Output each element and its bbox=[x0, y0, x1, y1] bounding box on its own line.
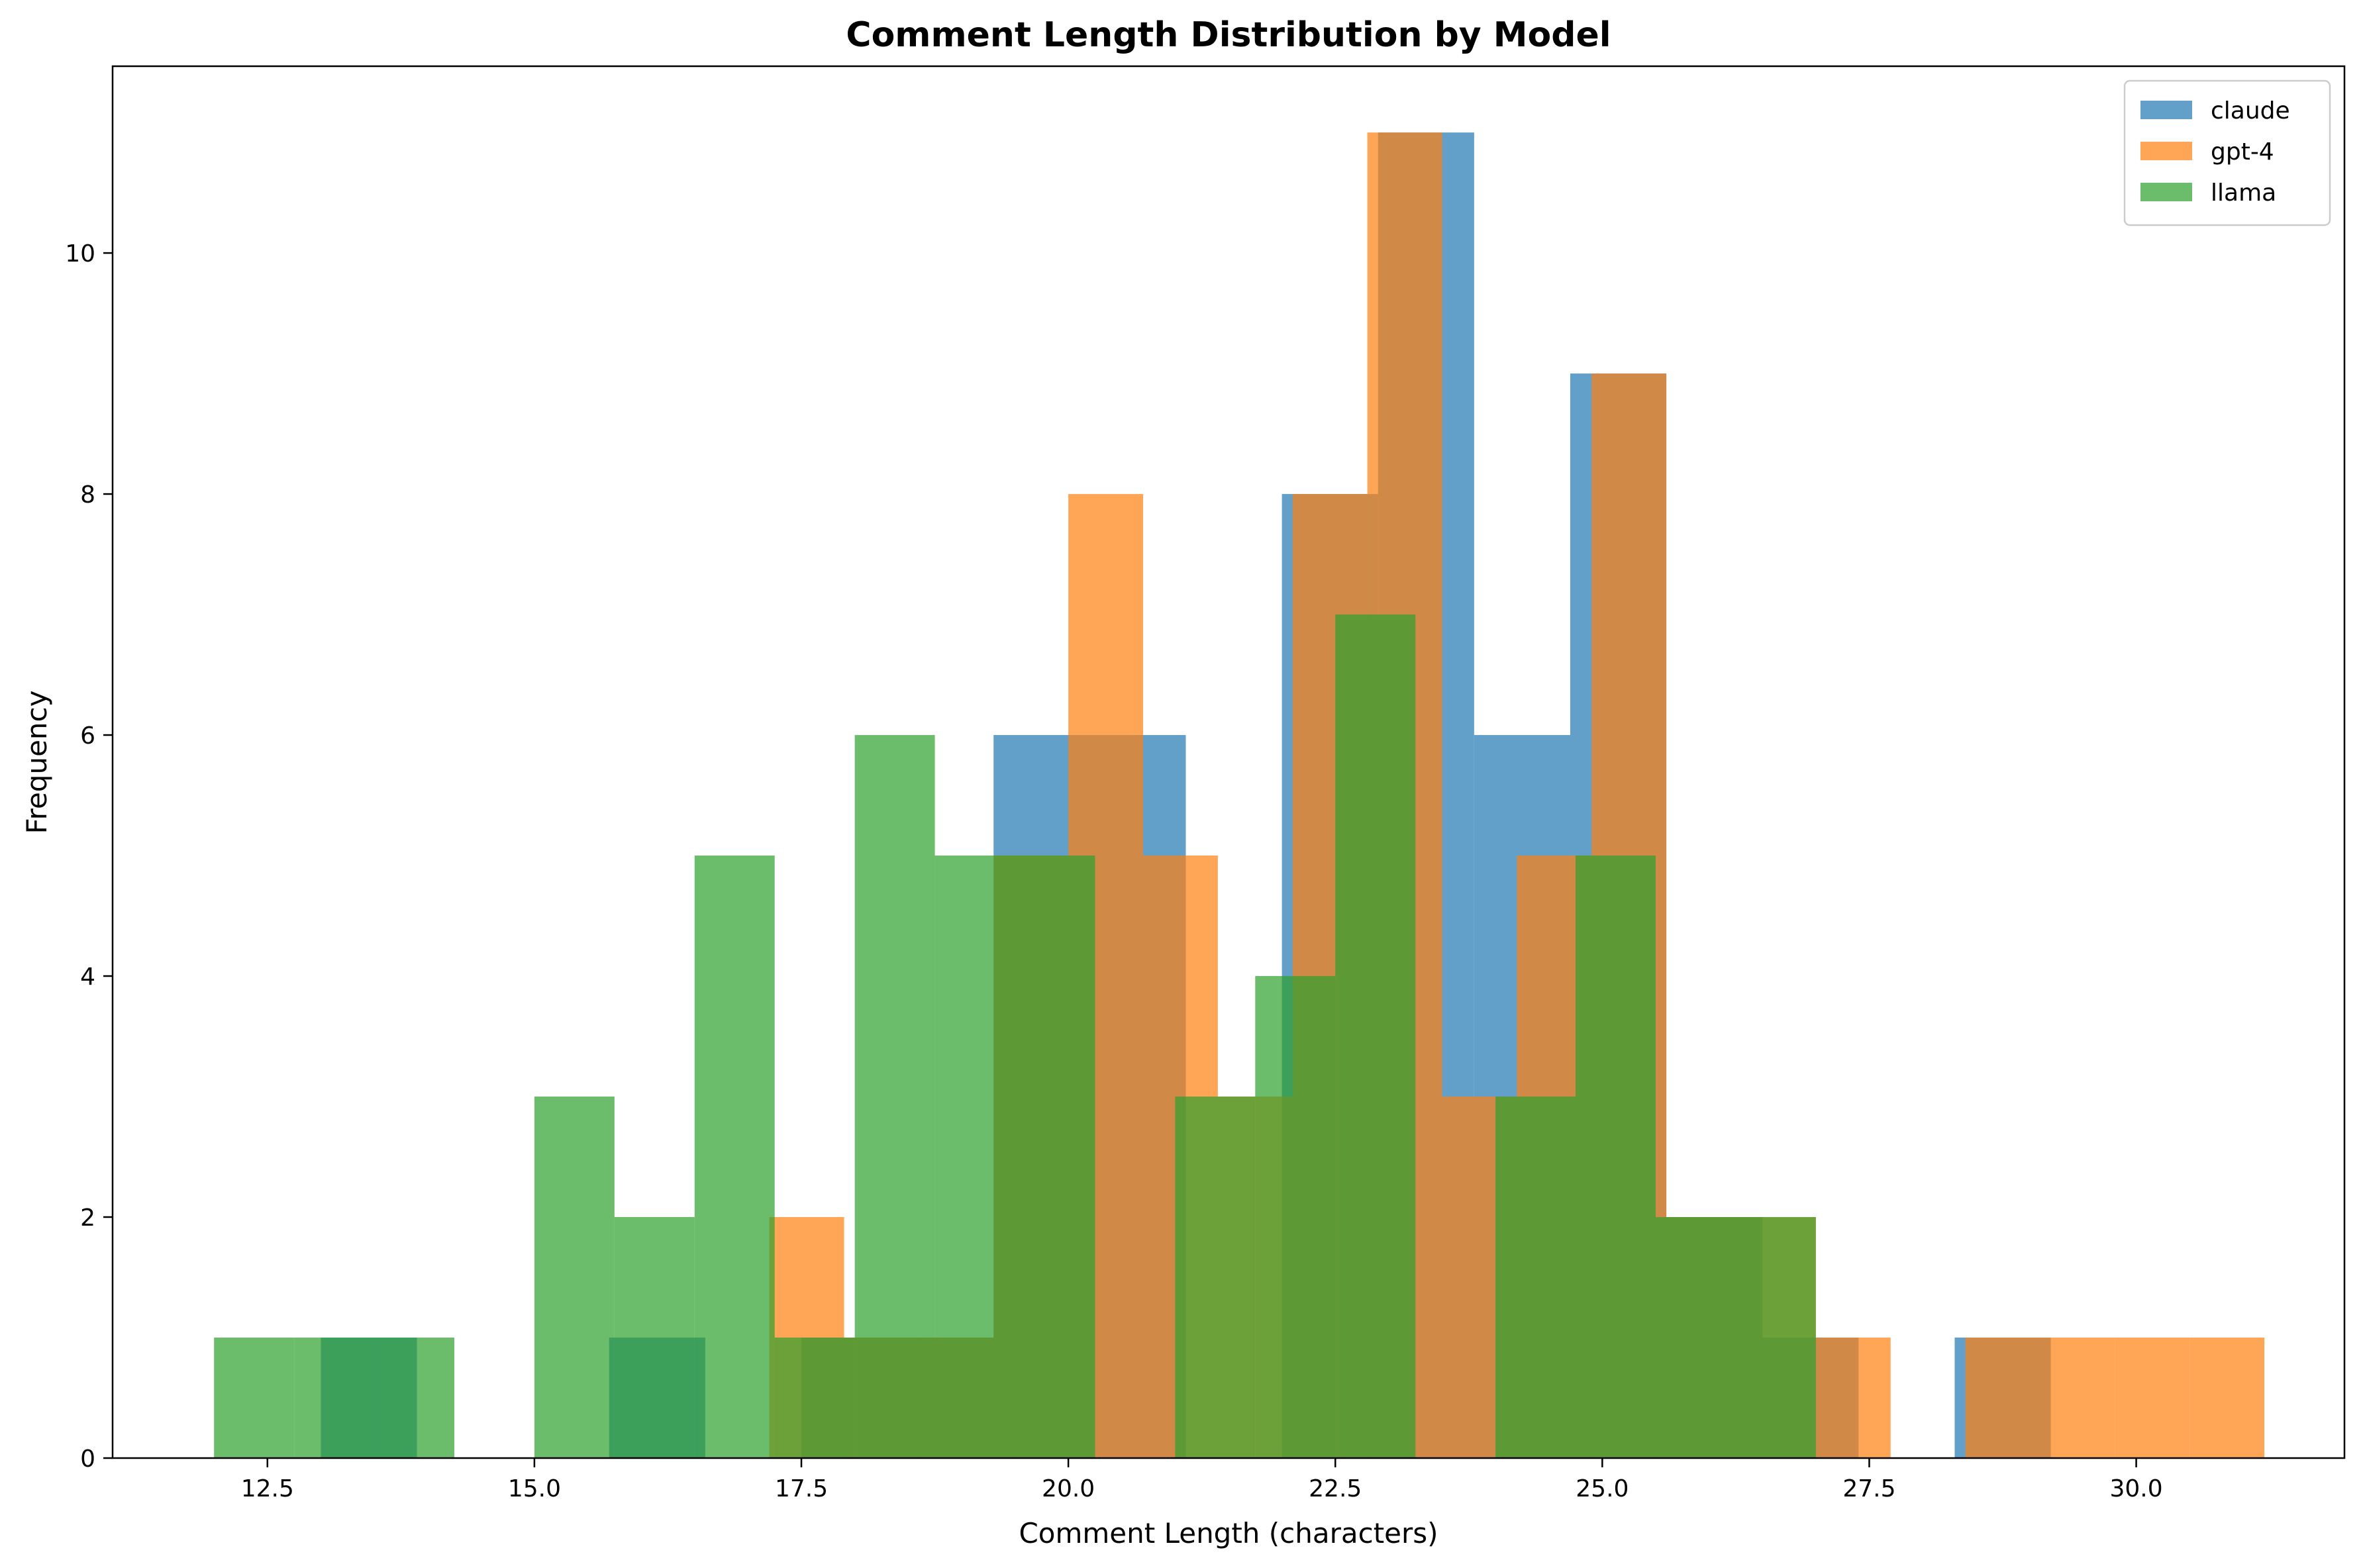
y-axis-ticks: 0 2 4 6 8 10 bbox=[65, 240, 113, 1473]
y-tick-label: 8 bbox=[80, 481, 95, 509]
x-tick-label: 20.0 bbox=[1042, 1475, 1095, 1502]
x-axis-ticks: 12.5 15.0 17.5 20.0 22.5 25.0 27.5 30.0 bbox=[241, 1458, 2163, 1502]
legend-swatch-claude bbox=[2140, 101, 2192, 119]
x-tick-label: 22.5 bbox=[1309, 1475, 1362, 1502]
bar-gpt-4-17 bbox=[2040, 1338, 2115, 1458]
x-tick-label: 12.5 bbox=[241, 1475, 294, 1502]
x-tick-label: 17.5 bbox=[775, 1475, 828, 1502]
bar-llama-1 bbox=[294, 1338, 375, 1458]
legend-swatch-gpt-4 bbox=[2140, 142, 2192, 160]
legend: claude gpt-4 llama bbox=[2123, 79, 2331, 226]
bar-llama-12 bbox=[1175, 1097, 1256, 1458]
series-llama bbox=[214, 614, 1816, 1458]
bar-llama-5 bbox=[614, 1217, 695, 1458]
bar-llama-16 bbox=[1495, 1097, 1576, 1458]
legend-label-llama: llama bbox=[2211, 179, 2276, 207]
bar-gpt-4-14 bbox=[1815, 1338, 1891, 1458]
x-tick-label: 25.0 bbox=[1576, 1475, 1629, 1502]
bar-llama-18 bbox=[1655, 1217, 1736, 1458]
bar-gpt-4-16 bbox=[1965, 1338, 2040, 1458]
bars-layer bbox=[214, 132, 2265, 1459]
chart-title: Comment Length Distribution by Model bbox=[846, 15, 1611, 55]
legend-label-claude: claude bbox=[2211, 97, 2290, 124]
bar-llama-13 bbox=[1255, 976, 1336, 1458]
y-tick-label: 2 bbox=[80, 1204, 95, 1232]
x-tick-label: 15.0 bbox=[508, 1475, 561, 1502]
bar-llama-2 bbox=[374, 1338, 454, 1458]
y-tick-label: 4 bbox=[80, 963, 95, 991]
bar-llama-17 bbox=[1576, 856, 1656, 1458]
bar-llama-7 bbox=[774, 1338, 855, 1458]
bar-llama-10 bbox=[1015, 856, 1095, 1458]
y-tick-label: 6 bbox=[80, 722, 95, 750]
bar-gpt-4-18 bbox=[2115, 1338, 2190, 1458]
legend-swatch-llama bbox=[2140, 183, 2192, 201]
x-tick-label: 30.0 bbox=[2109, 1475, 2162, 1502]
y-tick-label: 10 bbox=[65, 240, 95, 268]
x-tick-label: 27.5 bbox=[1842, 1475, 1895, 1502]
y-axis-label: Frequency bbox=[21, 691, 53, 834]
plot-frame bbox=[111, 65, 2346, 1459]
legend-label-gpt-4: gpt-4 bbox=[2211, 138, 2274, 166]
y-tick-label: 0 bbox=[80, 1446, 95, 1473]
bar-llama-8 bbox=[854, 735, 935, 1458]
bar-llama-19 bbox=[1735, 1217, 1816, 1458]
bar-llama-0 bbox=[214, 1338, 295, 1458]
bar-llama-9 bbox=[934, 856, 1015, 1458]
bar-llama-6 bbox=[694, 856, 775, 1458]
x-axis-label: Comment Length (characters) bbox=[1019, 1517, 1438, 1549]
bar-gpt-4-19 bbox=[2189, 1338, 2265, 1458]
bar-llama-14 bbox=[1335, 614, 1416, 1458]
bar-llama-4 bbox=[534, 1097, 615, 1458]
